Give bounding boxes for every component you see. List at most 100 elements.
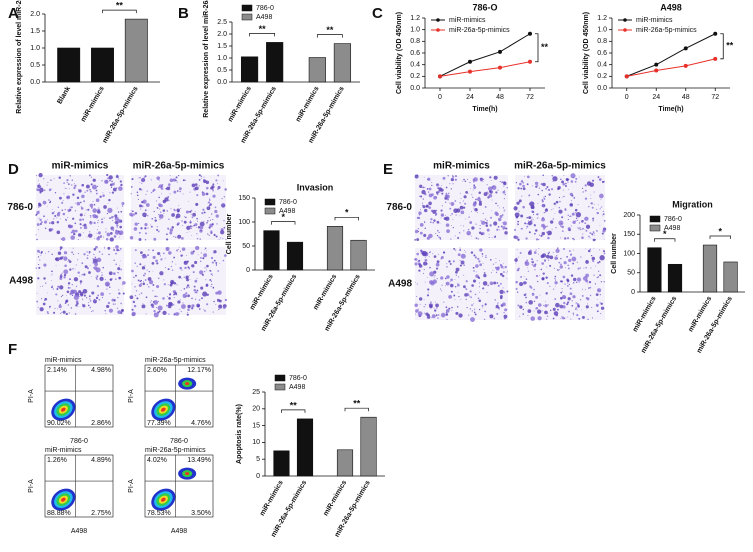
cell bbox=[170, 265, 173, 268]
cell bbox=[437, 190, 441, 193]
cell bbox=[207, 220, 209, 222]
cell bbox=[170, 208, 172, 210]
cell bbox=[224, 298, 228, 302]
cell bbox=[203, 309, 205, 310]
cell bbox=[118, 273, 119, 275]
y-tick-label: 0.2 bbox=[597, 73, 607, 80]
cell bbox=[179, 190, 182, 193]
cell bbox=[187, 294, 190, 298]
cell bbox=[131, 311, 136, 316]
cell bbox=[86, 236, 88, 238]
cell bbox=[212, 287, 214, 289]
cell bbox=[58, 211, 61, 214]
cell bbox=[206, 293, 209, 296]
cell bbox=[157, 301, 160, 303]
cell bbox=[441, 192, 444, 195]
cell bbox=[591, 317, 594, 319]
cell bbox=[580, 309, 582, 311]
cell bbox=[489, 314, 494, 319]
cell bbox=[196, 217, 198, 220]
cell bbox=[41, 298, 43, 300]
cell bbox=[116, 207, 118, 209]
cell bbox=[142, 212, 147, 218]
image-frame bbox=[131, 247, 226, 315]
cell bbox=[77, 233, 82, 237]
cell bbox=[546, 225, 548, 228]
cell bbox=[569, 253, 573, 256]
cell bbox=[215, 264, 218, 267]
cell bbox=[452, 226, 454, 229]
cell bbox=[63, 251, 68, 255]
cell bbox=[165, 304, 168, 307]
cell bbox=[96, 236, 100, 241]
cell bbox=[427, 177, 431, 181]
cell bbox=[51, 286, 53, 289]
cell bbox=[111, 180, 113, 183]
cell bbox=[146, 269, 148, 271]
cell bbox=[161, 272, 163, 274]
cell bbox=[560, 225, 562, 227]
cell bbox=[522, 181, 525, 184]
cell bbox=[115, 229, 118, 232]
cell bbox=[68, 260, 72, 263]
cell bbox=[426, 236, 430, 240]
bar bbox=[263, 230, 280, 271]
cell bbox=[76, 196, 80, 200]
cell bbox=[70, 206, 73, 209]
cell bbox=[63, 193, 65, 195]
cell bbox=[134, 262, 137, 264]
cell bbox=[526, 259, 529, 262]
cell bbox=[139, 263, 142, 266]
cell bbox=[97, 294, 100, 297]
cell bbox=[417, 260, 420, 263]
cell bbox=[105, 228, 107, 230]
cell bbox=[474, 256, 477, 259]
cell bbox=[59, 275, 63, 278]
cell bbox=[38, 185, 42, 189]
cell bbox=[71, 283, 74, 286]
cell bbox=[150, 225, 153, 228]
cell bbox=[578, 222, 581, 224]
y-axis-label: Cell number bbox=[226, 213, 233, 254]
cell bbox=[67, 216, 69, 219]
cell bbox=[74, 268, 76, 270]
micrograph bbox=[129, 174, 227, 241]
cell bbox=[222, 259, 225, 262]
cell bbox=[153, 210, 155, 213]
cell bbox=[106, 232, 111, 237]
cell bbox=[572, 237, 574, 240]
cell bbox=[504, 290, 506, 292]
cell bbox=[574, 212, 577, 214]
cell bbox=[147, 227, 149, 229]
cell bbox=[572, 295, 576, 299]
cell bbox=[471, 304, 473, 307]
cell bbox=[77, 252, 79, 255]
cell bbox=[153, 188, 156, 192]
cell bbox=[82, 232, 84, 234]
significance-bracket bbox=[654, 238, 676, 242]
cell bbox=[580, 229, 582, 231]
cell bbox=[216, 223, 218, 225]
cell bbox=[217, 174, 220, 177]
cell bbox=[482, 181, 484, 183]
cell bbox=[209, 219, 211, 221]
cell bbox=[40, 221, 43, 224]
cell bbox=[493, 317, 496, 320]
cell bbox=[540, 183, 543, 186]
cell bbox=[38, 266, 41, 269]
cell bbox=[163, 279, 165, 281]
y-tick-label: 1.0 bbox=[217, 55, 227, 62]
cell bbox=[452, 219, 454, 221]
cell bbox=[526, 175, 530, 179]
cell bbox=[189, 221, 192, 224]
x-tick-label: miR-mimics bbox=[259, 479, 285, 517]
cell bbox=[572, 282, 575, 284]
cell bbox=[522, 205, 525, 209]
cell bbox=[429, 221, 432, 224]
cell bbox=[188, 231, 190, 233]
cell bbox=[496, 312, 499, 315]
cell bbox=[191, 264, 195, 268]
cell bbox=[38, 229, 39, 231]
cell bbox=[425, 204, 429, 208]
cell bbox=[193, 285, 196, 288]
